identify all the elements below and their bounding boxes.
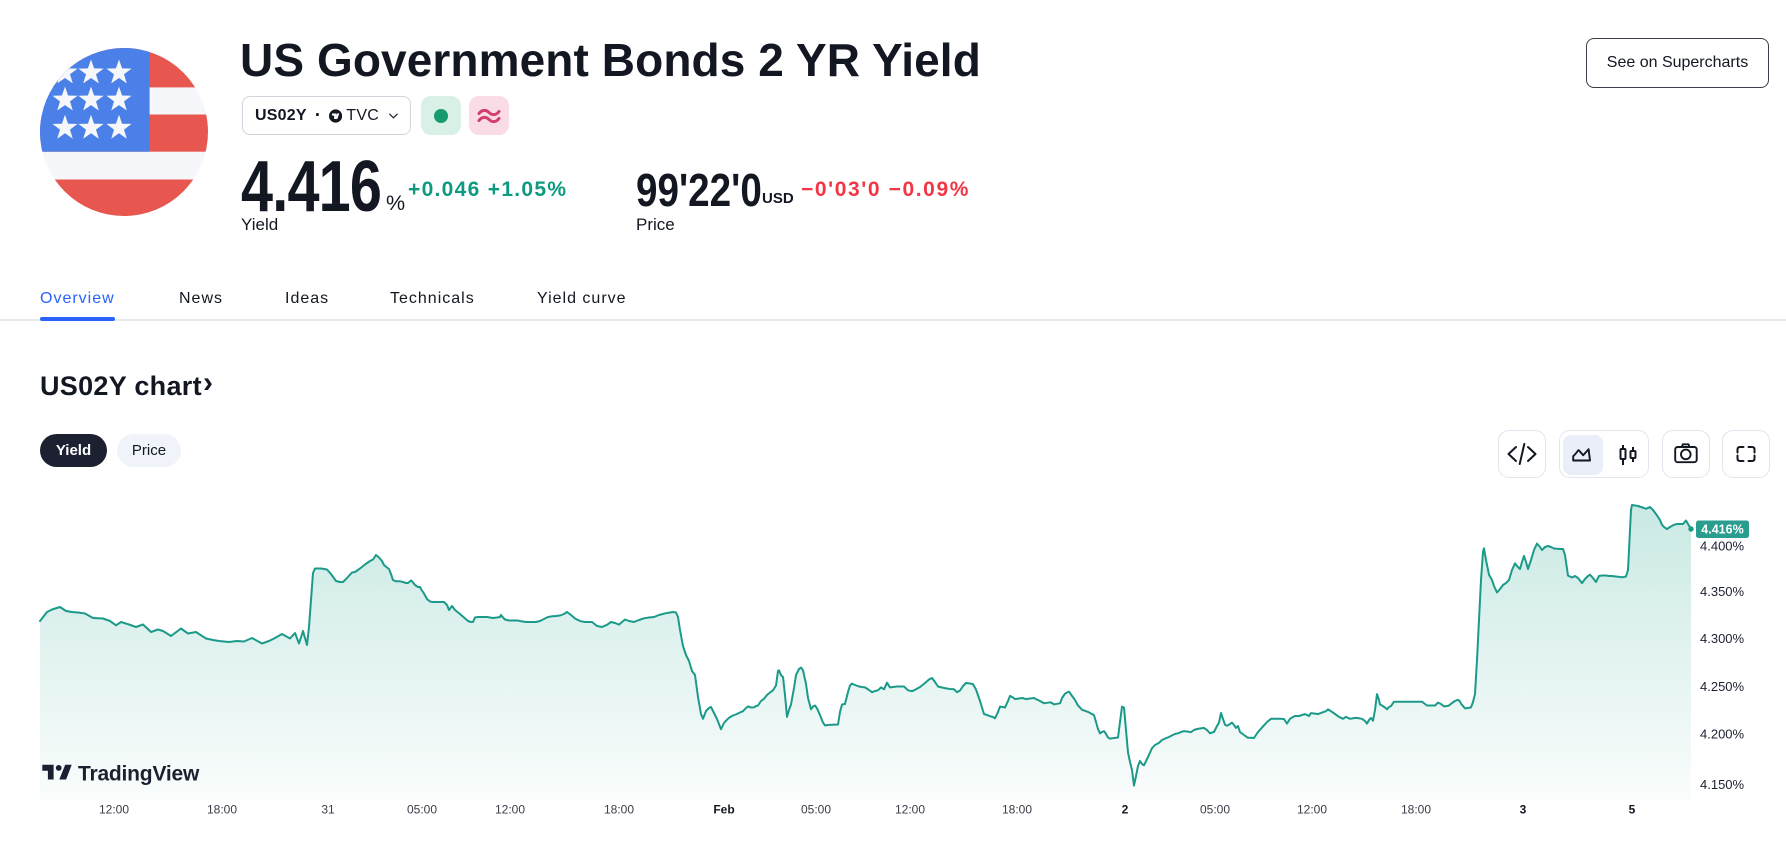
svg-text:4.250%: 4.250% [1700,679,1745,694]
svg-text:4.150%: 4.150% [1700,777,1745,792]
svg-text:TradingView: TradingView [78,763,200,786]
svg-text:5: 5 [1629,803,1636,817]
svg-text:12:00: 12:00 [495,803,525,817]
svg-text:18:00: 18:00 [604,803,634,817]
svg-text:05:00: 05:00 [1200,803,1230,817]
svg-text:Feb: Feb [713,803,734,817]
svg-text:4.350%: 4.350% [1700,584,1745,599]
svg-text:4.200%: 4.200% [1700,727,1745,742]
svg-text:18:00: 18:00 [207,803,237,817]
svg-text:4.400%: 4.400% [1700,539,1745,554]
svg-text:2: 2 [1122,803,1129,817]
svg-text:12:00: 12:00 [99,803,129,817]
svg-text:4.300%: 4.300% [1700,631,1745,646]
svg-text:05:00: 05:00 [407,803,437,817]
svg-text:18:00: 18:00 [1401,803,1431,817]
svg-text:4.416%: 4.416% [1701,523,1743,537]
svg-text:12:00: 12:00 [1297,803,1327,817]
svg-text:31: 31 [321,803,335,817]
svg-text:3: 3 [1520,803,1527,817]
svg-text:18:00: 18:00 [1002,803,1032,817]
svg-text:12:00: 12:00 [895,803,925,817]
svg-text:05:00: 05:00 [801,803,831,817]
